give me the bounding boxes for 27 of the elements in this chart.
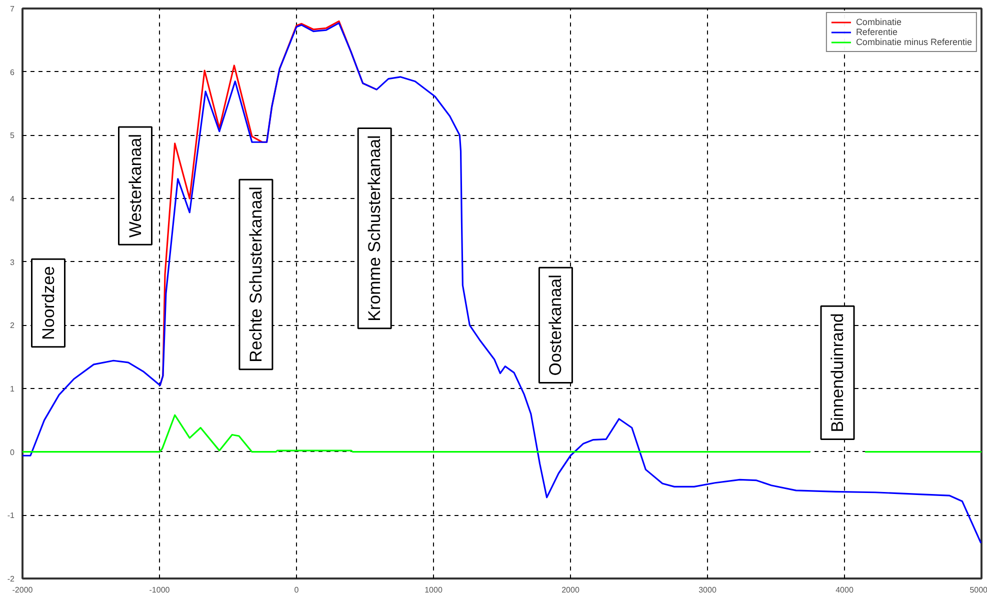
legend-label: Referentie (856, 27, 898, 37)
legend-label: Combinatie (856, 17, 902, 27)
y-tick-label: 1 (10, 384, 16, 394)
y-tick-label: 5 (10, 131, 16, 140)
x-tick-label: 5000 (970, 586, 987, 594)
annotation: Noordzee (38, 266, 58, 340)
x-tick-label: 1000 (424, 586, 443, 594)
x-tick-label: 2000 (562, 586, 580, 594)
annotation: Westerkanaal (126, 134, 145, 238)
legend-label: Combinatie minus Referentie (856, 37, 972, 47)
y-tick-label: 6 (10, 68, 16, 77)
annotation: Rechte Schusterkanaal (246, 186, 266, 362)
y-tick-label: 4 (10, 194, 16, 204)
x-tick-label: 4000 (836, 586, 854, 594)
x-tick-label: 0 (294, 586, 300, 594)
y-tick-label: 0 (10, 448, 16, 457)
x-tick-label: -1000 (149, 586, 170, 594)
annotation: Binnenduinrand (828, 313, 848, 432)
y-tick-label: -2 (7, 574, 16, 584)
y-tick-label: -1 (7, 511, 16, 520)
annotation: Oosterkanaal (546, 274, 566, 376)
annotation: Kromme Schusterkanaal (365, 135, 384, 322)
y-tick-label: 2 (10, 321, 16, 330)
x-tick-label: -2000 (12, 586, 34, 594)
y-tick-label: 7 (10, 4, 16, 14)
y-tick-label: 3 (10, 258, 16, 267)
x-tick-label: 3000 (698, 586, 717, 594)
